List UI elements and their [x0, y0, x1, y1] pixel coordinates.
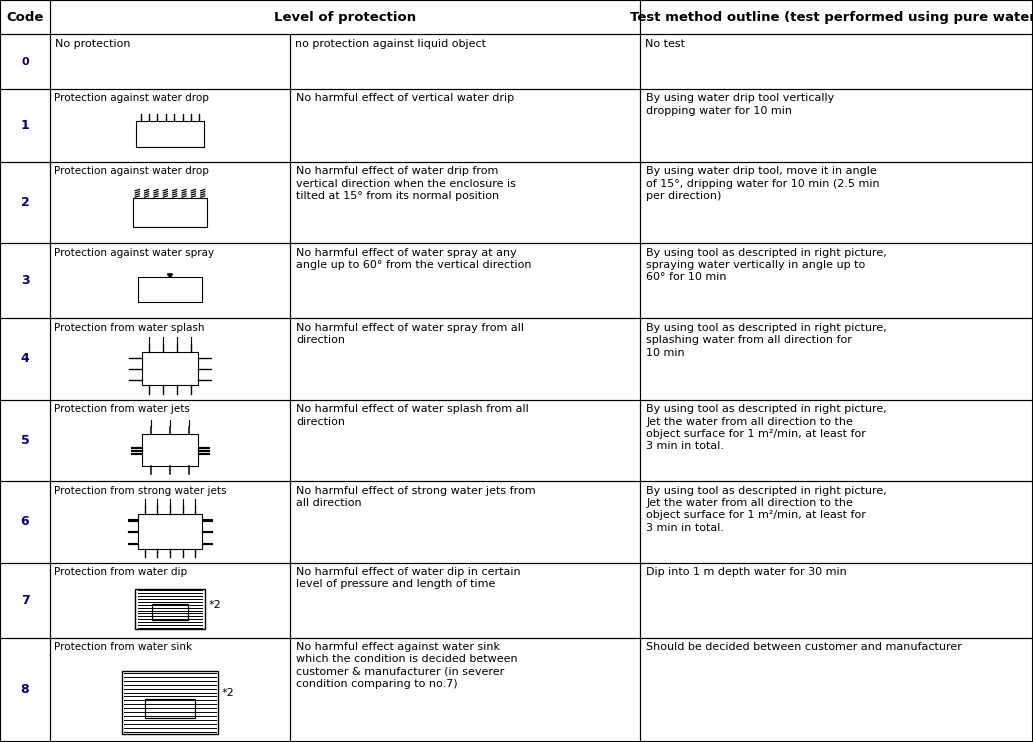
Bar [290, 400, 640, 481]
Bar [50, 562, 290, 637]
Bar [0, 562, 50, 637]
Bar [0, 34, 50, 89]
Text: No harmful effect of water spray from all
direction: No harmful effect of water spray from al… [296, 323, 524, 345]
Text: Protection from strong water jets: Protection from strong water jets [54, 485, 226, 496]
Text: No protection: No protection [55, 39, 130, 49]
Bar [136, 121, 204, 147]
Text: 4: 4 [21, 352, 29, 366]
Text: Dip into 1 m depth water for 30 min: Dip into 1 m depth water for 30 min [647, 567, 847, 577]
Bar [138, 513, 201, 550]
Text: Level of protection: Level of protection [274, 10, 416, 24]
Bar [50, 243, 290, 318]
Bar [640, 89, 1033, 162]
Text: Code: Code [6, 10, 43, 24]
Text: No harmful effect of vertical water drip: No harmful effect of vertical water drip [296, 93, 514, 103]
Text: No harmful effect of water drip from
vertical direction when the enclosure is
ti: No harmful effect of water drip from ver… [296, 166, 516, 201]
Bar [50, 318, 290, 400]
Text: 7: 7 [21, 594, 29, 606]
Text: No harmful effect of water dip in certain
level of pressure and length of time: No harmful effect of water dip in certai… [296, 567, 521, 589]
Bar [0, 318, 50, 400]
Bar [0, 243, 50, 318]
Bar [640, 243, 1033, 318]
Text: 8: 8 [21, 683, 29, 696]
Text: Should be decided between customer and manufacturer: Should be decided between customer and m… [647, 642, 962, 652]
Bar [152, 604, 188, 620]
Text: No test: No test [646, 39, 685, 49]
Bar [640, 481, 1033, 562]
Bar [50, 34, 290, 89]
Bar [142, 434, 198, 467]
Text: By using water drip tool, move it in angle
of 15°, dripping water for 10 min (2.: By using water drip tool, move it in ang… [647, 166, 880, 201]
Bar [50, 0, 640, 34]
Text: Protection against water drop: Protection against water drop [54, 166, 209, 176]
Text: No harmful effect of water spray at any
angle up to 60° from the vertical direct: No harmful effect of water spray at any … [296, 248, 532, 270]
Bar [290, 162, 640, 243]
Bar [290, 481, 640, 562]
Bar [50, 637, 290, 742]
Text: Protection from water dip: Protection from water dip [54, 567, 187, 577]
Text: 0: 0 [22, 56, 29, 67]
Bar [142, 352, 198, 385]
Text: 6: 6 [21, 515, 29, 528]
Bar [640, 637, 1033, 742]
Text: 2: 2 [21, 196, 29, 209]
Bar [0, 0, 50, 34]
Bar [50, 481, 290, 562]
Bar [640, 34, 1033, 89]
Text: *2: *2 [222, 688, 234, 698]
Bar [50, 162, 290, 243]
Text: No harmful effect against water sink
which the condition is decided between
cust: No harmful effect against water sink whi… [296, 642, 518, 689]
Bar [135, 589, 205, 629]
Text: By using tool as descripted in right picture,
Jet the water from all direction t: By using tool as descripted in right pic… [647, 485, 887, 533]
Bar [0, 637, 50, 742]
Bar [640, 562, 1033, 637]
Text: 5: 5 [21, 434, 29, 447]
Bar [290, 562, 640, 637]
Bar [290, 318, 640, 400]
Text: Protection from water splash: Protection from water splash [54, 323, 205, 332]
Bar [290, 34, 640, 89]
Bar [50, 400, 290, 481]
Bar [50, 89, 290, 162]
Bar [0, 89, 50, 162]
Bar [0, 400, 50, 481]
Text: *2: *2 [209, 600, 221, 610]
Text: No harmful effect of strong water jets from
all direction: No harmful effect of strong water jets f… [296, 485, 536, 508]
Text: Test method outline (test performed using pure water): Test method outline (test performed usin… [630, 10, 1033, 24]
Bar [640, 400, 1033, 481]
Text: Protection against water spray: Protection against water spray [54, 248, 214, 257]
Text: By using tool as descripted in right picture,
splashing water from all direction: By using tool as descripted in right pic… [647, 323, 887, 358]
Bar [640, 162, 1033, 243]
Bar [122, 671, 218, 734]
Text: Protection from water sink: Protection from water sink [54, 642, 192, 652]
Bar [145, 699, 195, 718]
Text: By using water drip tool vertically
dropping water for 10 min: By using water drip tool vertically drop… [647, 93, 835, 116]
Text: No harmful effect of water splash from all
direction: No harmful effect of water splash from a… [296, 404, 529, 427]
Bar [290, 89, 640, 162]
Bar [137, 278, 202, 302]
Text: no protection against liquid object: no protection against liquid object [295, 39, 487, 49]
Text: Protection against water drop: Protection against water drop [54, 93, 209, 103]
Bar [0, 162, 50, 243]
Bar [290, 637, 640, 742]
Text: Protection from water jets: Protection from water jets [54, 404, 190, 414]
Text: By using tool as descripted in right picture,
Jet the water from all direction t: By using tool as descripted in right pic… [647, 404, 887, 451]
Bar [640, 0, 1033, 34]
Bar [0, 481, 50, 562]
Bar [132, 198, 208, 226]
Text: By using tool as descripted in right picture,
spraying water vertically in angle: By using tool as descripted in right pic… [647, 248, 887, 283]
Text: 3: 3 [21, 275, 29, 287]
Bar [640, 318, 1033, 400]
Text: 1: 1 [21, 119, 29, 132]
Bar [290, 243, 640, 318]
